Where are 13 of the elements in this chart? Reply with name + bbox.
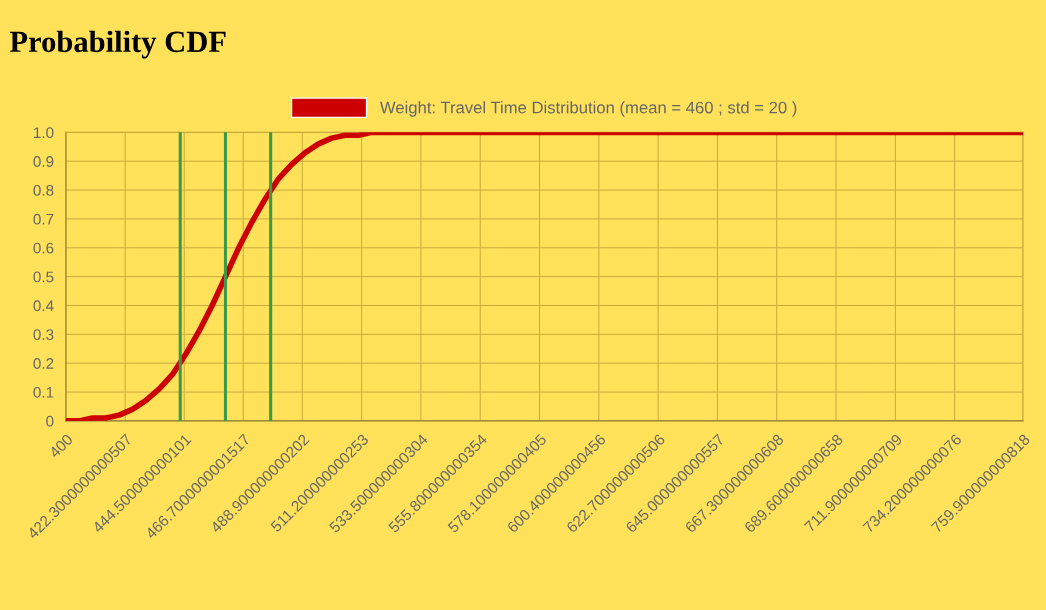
y-tick-label: 0.3 <box>33 329 54 341</box>
y-tick-label: 1.0 <box>34 127 54 139</box>
y-tick-label: 0.8 <box>33 184 54 196</box>
chart-title: Probability CDF <box>9 30 226 59</box>
y-tick-label: 0.4 <box>33 300 54 312</box>
y-tick-label: 0.2 <box>33 358 54 369</box>
y-tick-label: 0 <box>46 415 54 427</box>
y-tick-label: 0.1 <box>33 386 54 398</box>
y-tick-label: 0.7 <box>33 213 54 225</box>
y-tick-label: 0.5 <box>33 271 54 283</box>
y-tick-label: 0.6 <box>33 242 54 254</box>
y-tick-label: 0.9 <box>33 156 54 167</box>
legend-label: Weight: Travel Time Distribution (mean = 460 ; std = 20 ) <box>379 101 797 117</box>
